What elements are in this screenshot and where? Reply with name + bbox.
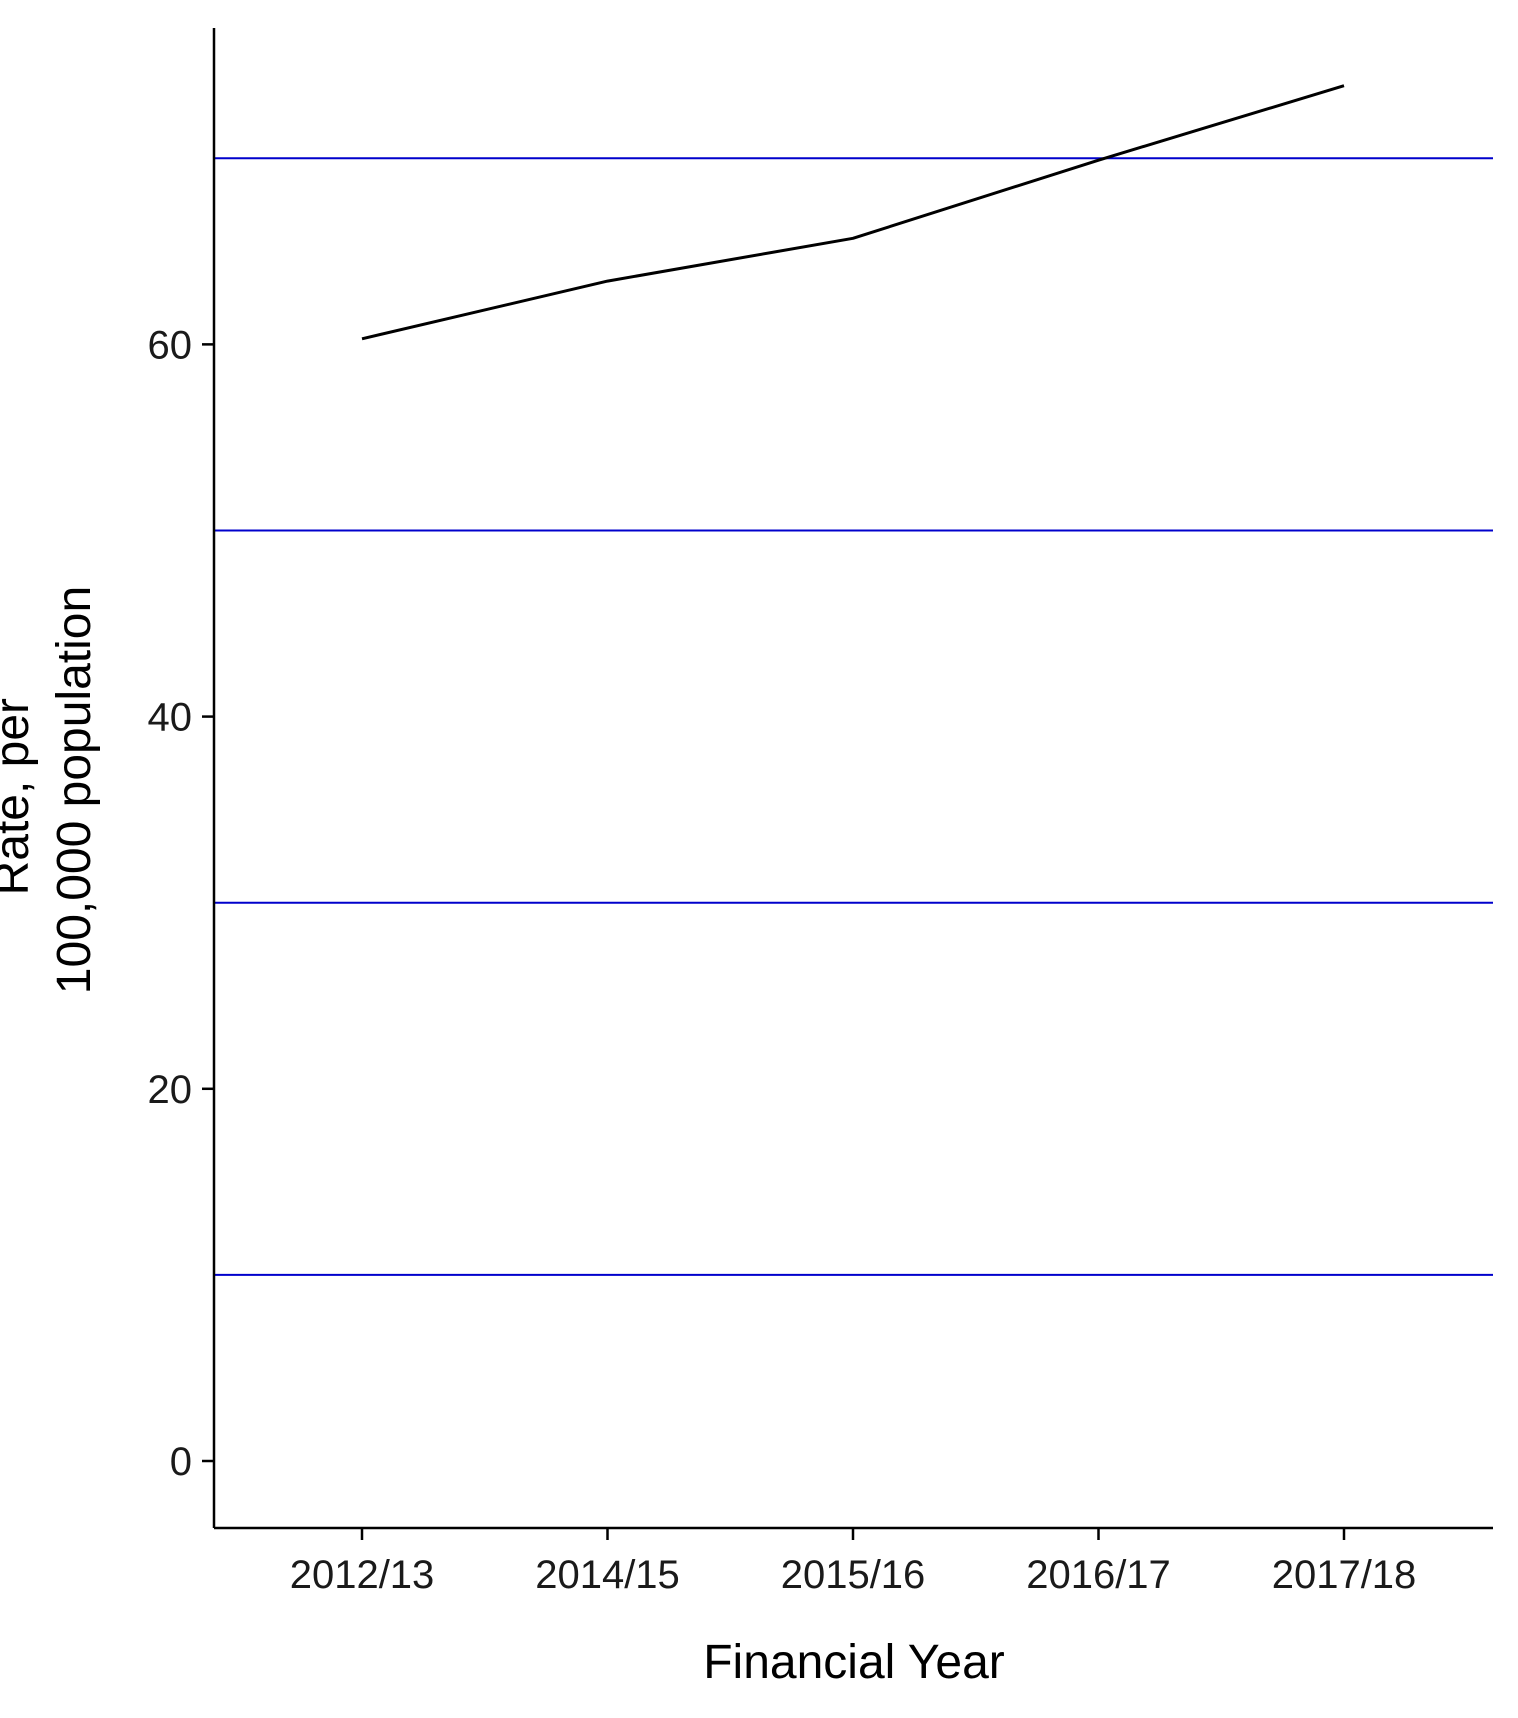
y-axis-title-line-1: Rate, per <box>0 698 39 895</box>
x-tick-label-2014/15: 2014/15 <box>535 1553 680 1597</box>
x-tick-label-2017/18: 2017/18 <box>1272 1553 1417 1597</box>
y-axis-title: Rate, per 100,000 population <box>0 586 101 994</box>
y-axis-ticks: 0 20 40 60 <box>148 323 214 1484</box>
x-tick-label-2015/16: 2015/16 <box>781 1553 926 1597</box>
y-axis-title-line-2: 100,000 population <box>48 586 101 994</box>
x-axis-ticks: 2012/13 2014/15 2015/16 2016/17 2017/18 <box>290 1528 1417 1597</box>
y-tick-label-20: 20 <box>148 1068 193 1112</box>
x-tick-label-2016/17: 2016/17 <box>1026 1553 1171 1597</box>
y-tick-label-0: 0 <box>170 1440 192 1484</box>
y-tick-label-60: 60 <box>148 323 193 367</box>
y-tick-label-40: 40 <box>148 696 193 740</box>
x-tick-label-2012/13: 2012/13 <box>290 1553 435 1597</box>
series-layer <box>361 84 1345 341</box>
reference-lines <box>214 157 1493 1276</box>
series-line-1 <box>361 84 1345 341</box>
x-axis-title: Financial Year <box>703 1636 1005 1689</box>
